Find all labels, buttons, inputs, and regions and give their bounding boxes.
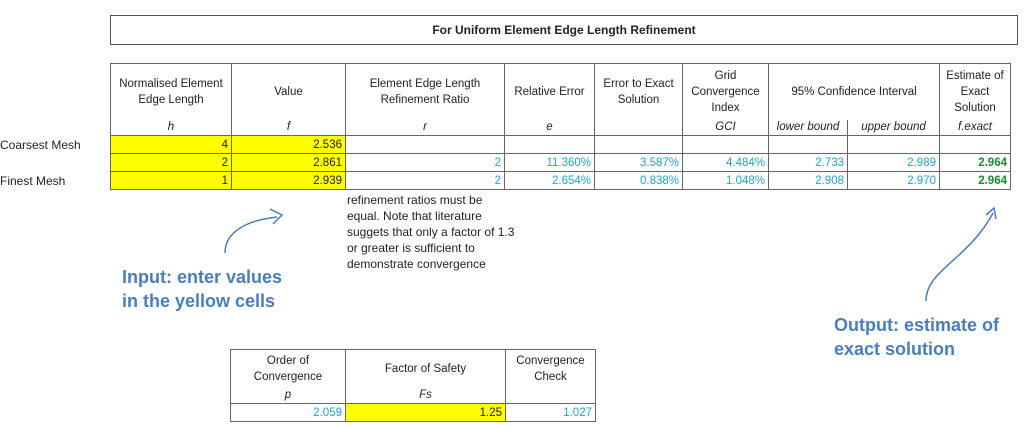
- cell-err-exact-medium[interactable]: 3.587%: [594, 153, 683, 172]
- header-normalised-length: Normalised Element Edge Length: [110, 63, 232, 120]
- cell-f-coarsest[interactable]: 2.536: [231, 135, 346, 154]
- cell-order-of-convergence[interactable]: 2.059: [230, 403, 346, 422]
- cell-gci-coarsest[interactable]: [682, 135, 769, 154]
- symbol-upper-bound: upper bound: [847, 119, 940, 136]
- main-results-table: Normalised Element Edge Length Value Ele…: [110, 63, 1011, 190]
- cell-e-coarsest[interactable]: [504, 135, 595, 154]
- cell-r-medium[interactable]: 2: [345, 153, 505, 172]
- output-callout-line-2: exact solution: [834, 339, 956, 359]
- cell-err-exact-finest[interactable]: 0.838%: [594, 171, 683, 190]
- symbol-f: f: [231, 119, 346, 136]
- cell-upper-medium[interactable]: 2.989: [847, 153, 940, 172]
- header-convergence-check: Convergence Check: [505, 349, 596, 388]
- output-callout: Output: estimate of exact solution: [834, 313, 999, 361]
- sheet-title: For Uniform Element Edge Length Refineme…: [110, 15, 1018, 45]
- symbol-e: e: [504, 119, 595, 136]
- symbol-fs: Fs: [345, 387, 506, 404]
- symbol-h: h: [110, 119, 232, 136]
- cell-lower-coarsest[interactable]: [768, 135, 848, 154]
- input-callout-line-2: in the yellow cells: [122, 291, 276, 311]
- cell-e-finest[interactable]: 2.654%: [504, 171, 595, 190]
- cell-h-coarsest[interactable]: 4: [110, 135, 232, 154]
- cell-r-coarsest[interactable]: [345, 135, 505, 154]
- input-callout: Input: enter values in the yellow cells: [122, 265, 282, 313]
- convergence-table: Order of Convergence Factor of Safety Co…: [230, 349, 596, 422]
- symbol-lower-bound: lower bound: [768, 119, 848, 136]
- symbol-check: [505, 387, 596, 404]
- cell-e-medium[interactable]: 11.360%: [504, 153, 595, 172]
- input-arrow-icon: [224, 208, 284, 254]
- symbol-p: p: [230, 387, 346, 404]
- header-relative-error: Relative Error: [504, 63, 595, 120]
- cell-convergence-check[interactable]: 1.027: [505, 403, 596, 422]
- cell-factor-of-safety[interactable]: 1.25: [345, 403, 506, 422]
- cell-f-exact-finest[interactable]: 2.964: [939, 171, 1011, 190]
- cell-r-finest[interactable]: 2: [345, 171, 505, 190]
- cell-f-exact-coarsest[interactable]: [939, 135, 1011, 154]
- table-row: 2 2.861 2 11.360% 3.587% 4.484% 2.733 2.…: [110, 153, 1011, 172]
- cell-h-finest[interactable]: 1: [110, 171, 232, 190]
- table-row: 1 2.939 2 2.654% 0.838% 1.048% 2.908 2.9…: [110, 171, 1011, 190]
- symbol-r: r: [345, 119, 505, 136]
- cell-f-finest[interactable]: 2.939: [231, 171, 346, 190]
- cell-lower-finest[interactable]: 2.908: [768, 171, 848, 190]
- header-factor-of-safety: Factor of Safety: [345, 349, 506, 388]
- table-row: 2.059 1.25 1.027: [230, 403, 596, 422]
- header-refinement-ratio: Element Edge Length Refinement Ratio: [345, 63, 505, 120]
- table-row: 4 2.536: [110, 135, 1011, 154]
- header-confidence-interval: 95% Confidence Interval: [768, 63, 940, 120]
- header-value: Value: [231, 63, 346, 120]
- cell-gci-finest[interactable]: 1.048%: [682, 171, 769, 190]
- header-error-exact: Error to Exact Solution: [594, 63, 683, 120]
- header-gci: Grid Convergence Index: [682, 63, 769, 120]
- refinement-note: refinement ratios must be equal. Note th…: [347, 193, 515, 271]
- symbol-error-exact: [594, 119, 683, 136]
- row-label-finest: Finest Mesh: [0, 174, 66, 188]
- header-order-of-convergence: Order of Convergence: [230, 349, 346, 388]
- symbol-gci: GCI: [682, 119, 769, 136]
- cell-lower-medium[interactable]: 2.733: [768, 153, 848, 172]
- symbol-f-exact: f.exact: [939, 119, 1011, 136]
- output-callout-line-1: Output: estimate of: [834, 315, 999, 335]
- cell-upper-finest[interactable]: 2.970: [847, 171, 940, 190]
- cell-f-medium[interactable]: 2.861: [231, 153, 346, 172]
- cell-gci-medium[interactable]: 4.484%: [682, 153, 769, 172]
- cell-upper-coarsest[interactable]: [847, 135, 940, 154]
- input-callout-line-1: Input: enter values: [122, 267, 283, 287]
- cell-err-exact-coarsest[interactable]: [594, 135, 683, 154]
- cell-f-exact-medium[interactable]: 2.964: [939, 153, 1011, 172]
- row-label-coarsest: Coarsest Mesh: [0, 138, 81, 152]
- cell-h-medium[interactable]: 2: [110, 153, 232, 172]
- header-estimate-exact: Estimate of Exact Solution: [939, 63, 1011, 120]
- output-arrow-icon: [925, 206, 997, 302]
